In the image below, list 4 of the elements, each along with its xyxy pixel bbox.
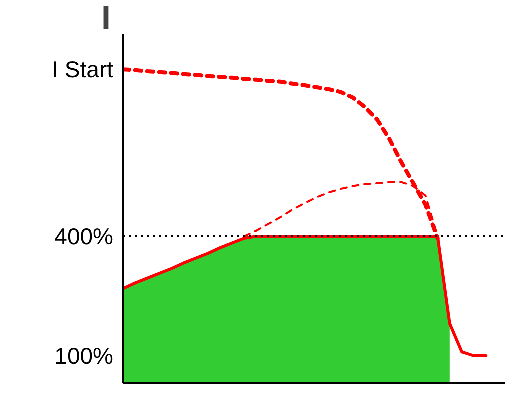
y-tick-label: 100% xyxy=(54,343,114,370)
y-tick-label: 400% xyxy=(54,223,114,250)
y-tick-label: I Start xyxy=(52,56,114,83)
y-axis-title: I xyxy=(102,0,111,38)
